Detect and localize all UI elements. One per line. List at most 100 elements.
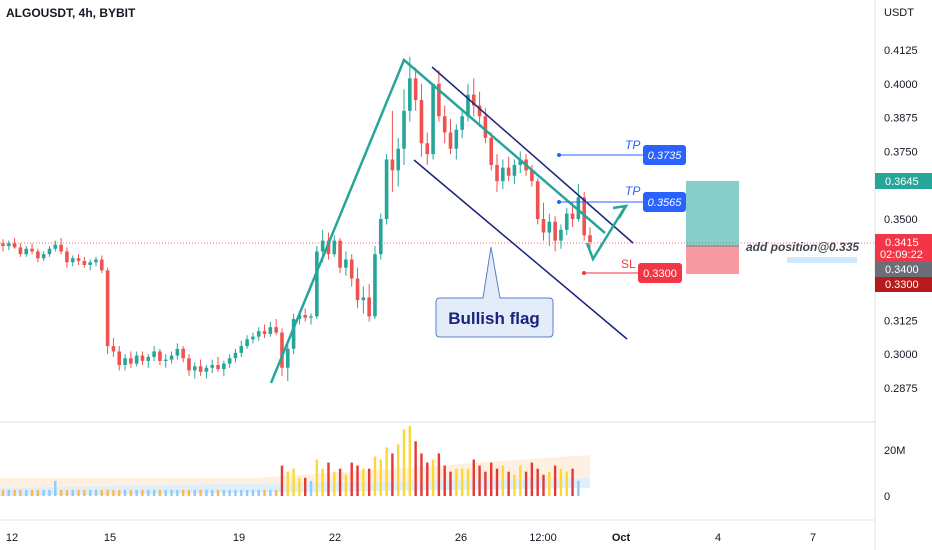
time-tick-label: 7 [810,532,816,544]
volume-bar [170,489,173,496]
volume-bar [519,465,522,496]
channel-upper-line[interactable] [431,66,634,244]
volume-bar [298,477,301,496]
volume-bar [489,462,493,496]
candle-body [402,110,406,149]
tp2-price-box [643,192,686,212]
projection-path[interactable] [585,206,627,262]
volume-bar [333,471,336,496]
volume-bar [449,471,452,496]
volume-bar [129,489,133,496]
candle-body [181,348,185,359]
tp1-value: 0.3735 [648,150,683,162]
volume-bar [193,489,196,496]
price-tick-label: 0.3125 [884,315,918,327]
volume-bar [205,489,208,496]
time-tick-label: 19 [233,532,245,544]
volume-bar [36,489,40,496]
time-tick-label: 4 [715,532,721,544]
volume-bar [367,468,371,496]
candle-body [541,219,546,233]
candle-body [152,351,156,357]
volume-bar [484,471,487,496]
candle-body [553,221,557,241]
candle-body [501,167,505,182]
candle-body [47,248,52,255]
pattern-callout-box[interactable] [435,246,554,338]
candle-body [169,355,174,360]
candle-body [349,259,354,279]
candle-body [129,358,133,364]
volume-bar [385,447,388,496]
channel-lower-line[interactable] [413,159,628,340]
volume-bar [274,489,278,496]
candle-body [233,352,238,359]
candle-body [518,159,523,165]
volume-band-upper [0,455,590,488]
candle-body [12,243,17,248]
candle-body [512,164,517,176]
candles [1,56,592,382]
candle-body [204,367,209,372]
stop-zone[interactable] [686,246,739,274]
price-tick-label: 0.3875 [884,113,918,125]
candle-body [256,331,261,337]
volume-bar [269,489,272,496]
volume-tick-label: 20M [884,445,905,457]
price-tick-label: 0.3500 [884,214,918,226]
volume-bar [524,471,528,496]
candle-body [471,94,476,106]
volume-bar [577,480,580,496]
volume-bar [25,489,28,496]
price-tick-label: 0.3750 [884,146,918,158]
candle-body [576,197,581,219]
candle-body [564,213,569,230]
volume-bar [327,462,330,496]
volume-bar [94,489,98,496]
volume-bar [106,489,109,496]
candle-body [192,366,197,371]
sl-anchor [582,271,586,275]
candle-body [76,258,81,261]
volume-bar [7,489,11,496]
candle-body [559,229,563,241]
volume-bar [158,489,162,496]
candle-body [413,78,418,101]
candle-body [588,235,592,242]
add-position-note[interactable]: add position@0.335 [746,240,859,254]
volume-bar [48,489,51,496]
target-zone[interactable] [686,181,739,246]
volume-bar [408,426,412,496]
volume-bar [315,459,319,496]
candle-body [460,116,464,130]
volume-bar [59,489,63,496]
candle-body [123,358,127,366]
volume-bar [54,480,57,496]
candle-body [198,366,203,372]
candle-body [344,259,348,268]
volume-bar [397,444,400,496]
target-price-value: 0.3645 [885,176,919,188]
time-tick-label: 12:00 [529,532,557,544]
volume-bar [147,489,150,496]
volume-bar [565,471,568,496]
candle-body [437,83,441,117]
candle-body [216,365,220,370]
candle-body [291,319,296,349]
volume-bar [286,471,289,496]
candle-body [105,270,110,347]
tp2-label: TP [625,184,640,198]
candle-body [361,297,366,301]
volume-bar [455,468,458,496]
candle-body [222,363,226,370]
candle-body [477,105,482,117]
volume-bar [141,489,144,496]
volume-bar [100,489,104,496]
impulse-trendline[interactable] [269,57,606,384]
volume-bar [466,468,470,496]
volume-bar [559,468,563,496]
volume-bar [548,471,551,496]
volume-bar [501,465,505,496]
volume-bar [362,468,365,496]
